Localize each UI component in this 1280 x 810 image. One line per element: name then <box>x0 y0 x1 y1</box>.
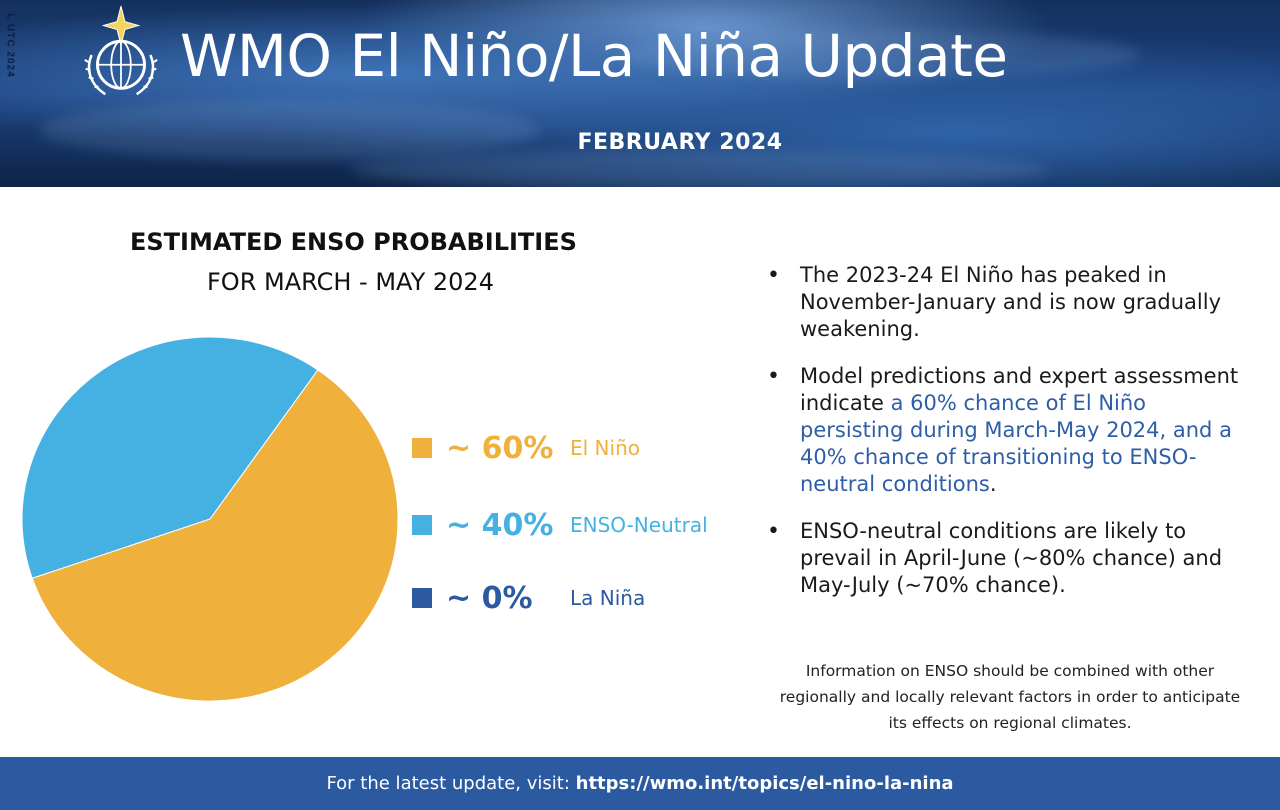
chart-subtitle: FOR MARCH - MAY 2024 <box>207 268 494 296</box>
legend-label: La Niña <box>570 586 646 610</box>
footer-prefix: For the latest update, visit: <box>326 773 576 794</box>
page-subtitle: FEBRUARY 2024 <box>577 130 783 155</box>
legend-item-la-nina: ~ 0% La Niña <box>412 578 645 618</box>
bullet-text: Model predictions and expert assessment … <box>800 364 1239 415</box>
bullet-item: Model predictions and expert assessment … <box>765 363 1245 498</box>
side-caption: L UTC 2024 <box>4 13 16 78</box>
legend-swatch <box>412 438 432 458</box>
legend-item-el-nino: ~ 60% El Niño <box>412 428 640 468</box>
header-banner: L UTC 2024 WMO El Niño/La Niña Update FE… <box>0 0 1280 187</box>
legend-percent: ~ 60% <box>446 430 554 466</box>
header-wave <box>620 30 1140 80</box>
legend-item-enso-neutral: ~ 40% ENSO-Neutral <box>412 505 708 545</box>
header-wave <box>350 150 1050 187</box>
legend-label: ENSO-Neutral <box>570 513 708 537</box>
pie-slice-enso-neutral <box>21 336 319 579</box>
footer-link[interactable]: https://wmo.int/topics/el-nino-la-nina <box>575 773 954 794</box>
bullet-item: ENSO-neutral conditions are likely to pr… <box>765 518 1245 599</box>
key-messages-list: The 2023-24 El Niño has peaked in Novemb… <box>765 262 1245 619</box>
header-wave <box>40 100 540 160</box>
pie-slice-el-ni-o <box>31 369 399 702</box>
legend-swatch <box>412 588 432 608</box>
bullet-highlight-text: a 60% chance of El Niño persisting durin… <box>800 391 1232 496</box>
legend-label: El Niño <box>570 436 640 460</box>
bullet-text: . <box>989 472 997 496</box>
wmo-logo <box>84 5 158 96</box>
legend-percent: ~ 40% <box>446 507 554 543</box>
legend-percent: ~ 0% <box>446 580 533 616</box>
legend-swatch <box>412 515 432 535</box>
bullet-text: The 2023-24 El Niño has peaked in Novemb… <box>800 263 1222 341</box>
footer-bar: For the latest update, visit: https://wm… <box>0 757 1280 810</box>
bullet-item: The 2023-24 El Niño has peaked in Novemb… <box>765 262 1245 343</box>
advisory-note: Information on ENSO should be combined w… <box>779 662 1241 732</box>
chart-title: ESTIMATED ENSO PROBABILITIES <box>130 228 577 256</box>
page-title: WMO El Niño/La Niña Update <box>180 22 1008 90</box>
bullet-text: ENSO-neutral conditions are likely to pr… <box>800 519 1223 597</box>
enso-pie-chart <box>21 336 399 702</box>
